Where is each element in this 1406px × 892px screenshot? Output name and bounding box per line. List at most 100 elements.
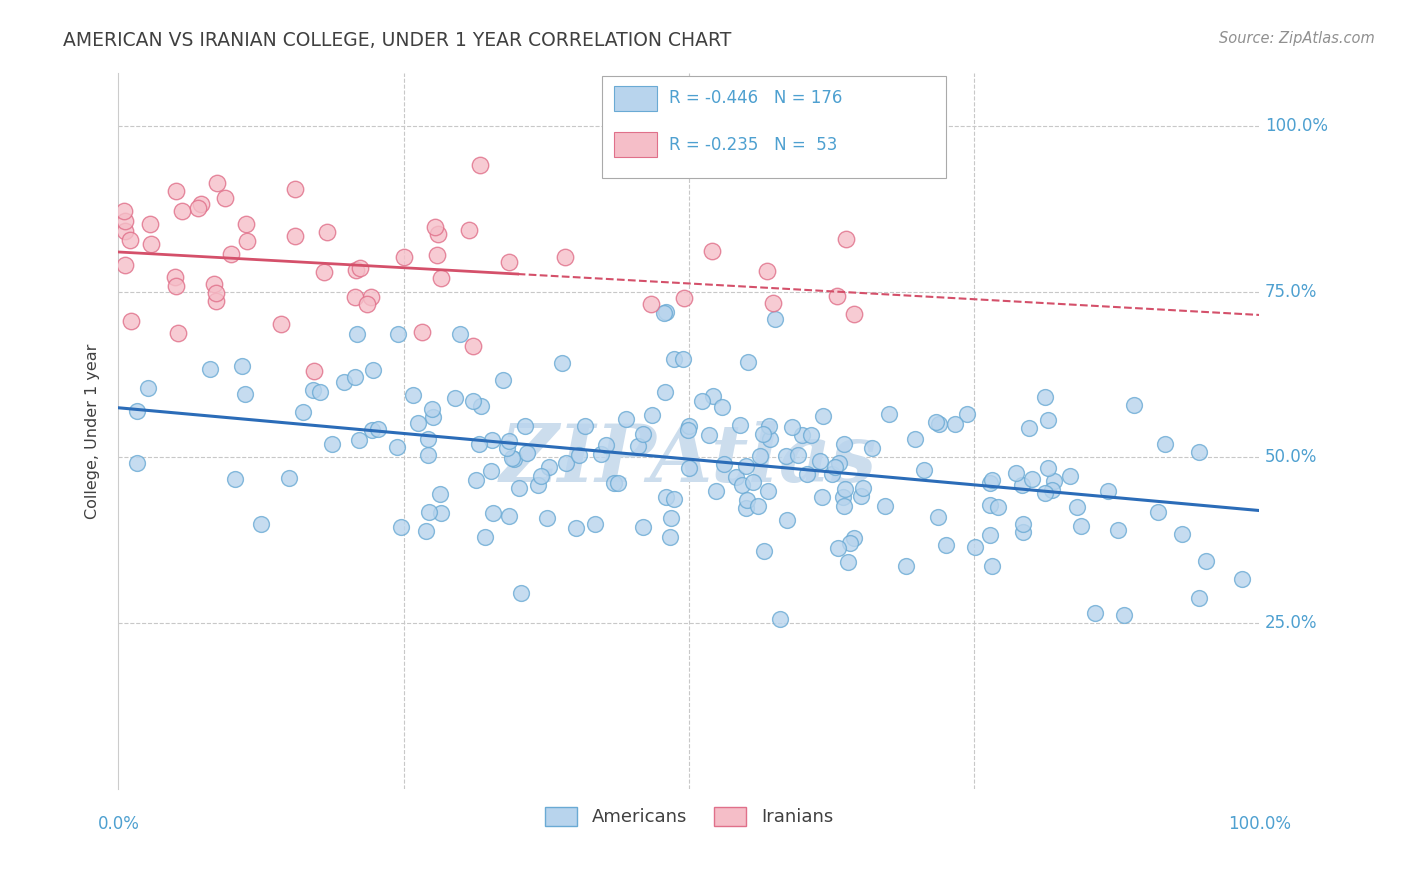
Point [470,399,492,413]
Point [759,432,782,446]
Point [292,405,315,419]
Point [697,428,720,442]
Point [835,231,858,245]
Point [603,476,626,491]
Point [1171,527,1194,541]
Text: R = -0.446   N = 176: R = -0.446 N = 176 [669,89,842,107]
Point [481,434,503,448]
Point [411,326,433,340]
Point [204,286,226,301]
Point [700,244,723,258]
Point [834,482,856,496]
Point [935,538,957,552]
Point [832,499,855,513]
Text: 75.0%: 75.0% [1265,283,1317,301]
Point [979,475,1001,490]
Point [591,447,613,461]
Point [825,288,848,302]
Point [367,422,389,436]
Point [343,290,366,304]
Point [536,511,558,525]
Point [349,261,371,276]
Point [852,482,875,496]
Point [821,467,844,482]
Point [1018,421,1040,435]
Point [1188,445,1211,459]
Point [782,419,804,434]
Point [831,490,853,504]
Point [235,217,257,231]
Point [415,524,437,539]
Point [360,290,382,304]
Point [702,389,724,403]
Point [979,498,1001,512]
Point [408,416,430,430]
Text: 0.0%: 0.0% [97,815,139,833]
Point [640,297,662,311]
Text: 25.0%: 25.0% [1265,615,1317,632]
Point [659,530,682,544]
Point [526,478,548,492]
Point [713,457,735,471]
Point [315,225,337,239]
Point [678,418,700,433]
Point [786,448,808,462]
Point [1123,398,1146,412]
Point [672,291,695,305]
Point [425,219,447,234]
Point [235,235,257,249]
Point [849,489,872,503]
Point [1021,472,1043,486]
Point [1070,519,1092,533]
Point [343,370,366,384]
Point [728,417,751,432]
Point [692,394,714,409]
Point [463,394,485,409]
Point [498,254,520,268]
Point [790,427,813,442]
Point [205,176,228,190]
Point [735,492,758,507]
Point [979,527,1001,541]
Point [963,541,986,555]
Point [595,438,617,452]
Text: ZIPAtlas: ZIPAtlas [501,421,877,499]
Point [361,363,384,377]
Point [231,359,253,373]
Point [510,586,533,600]
Point [170,204,193,219]
Point [114,258,136,272]
Point [607,476,630,491]
Point [418,505,440,519]
Point [530,469,553,483]
Point [924,415,946,429]
Point [877,407,900,421]
Point [752,543,775,558]
Point [676,423,699,437]
Point [1036,461,1059,475]
Point [118,233,141,247]
Point [1059,469,1081,483]
Point [981,558,1004,573]
Point [554,456,576,470]
Point [429,506,451,520]
Point [614,411,637,425]
Point [190,196,212,211]
Point [811,409,834,423]
Point [1043,474,1066,488]
Point [141,236,163,251]
Point [420,402,443,417]
Point [163,269,186,284]
Point [270,317,292,331]
Text: 100.0%: 100.0% [1227,815,1291,833]
Point [827,541,849,555]
Point [479,464,502,478]
Point [538,459,561,474]
Point [503,451,526,466]
Point [981,473,1004,487]
Point [1147,505,1170,519]
Point [711,401,734,415]
Point [704,483,727,498]
Point [810,490,832,504]
Text: R = -0.235   N =  53: R = -0.235 N = 53 [669,136,838,153]
